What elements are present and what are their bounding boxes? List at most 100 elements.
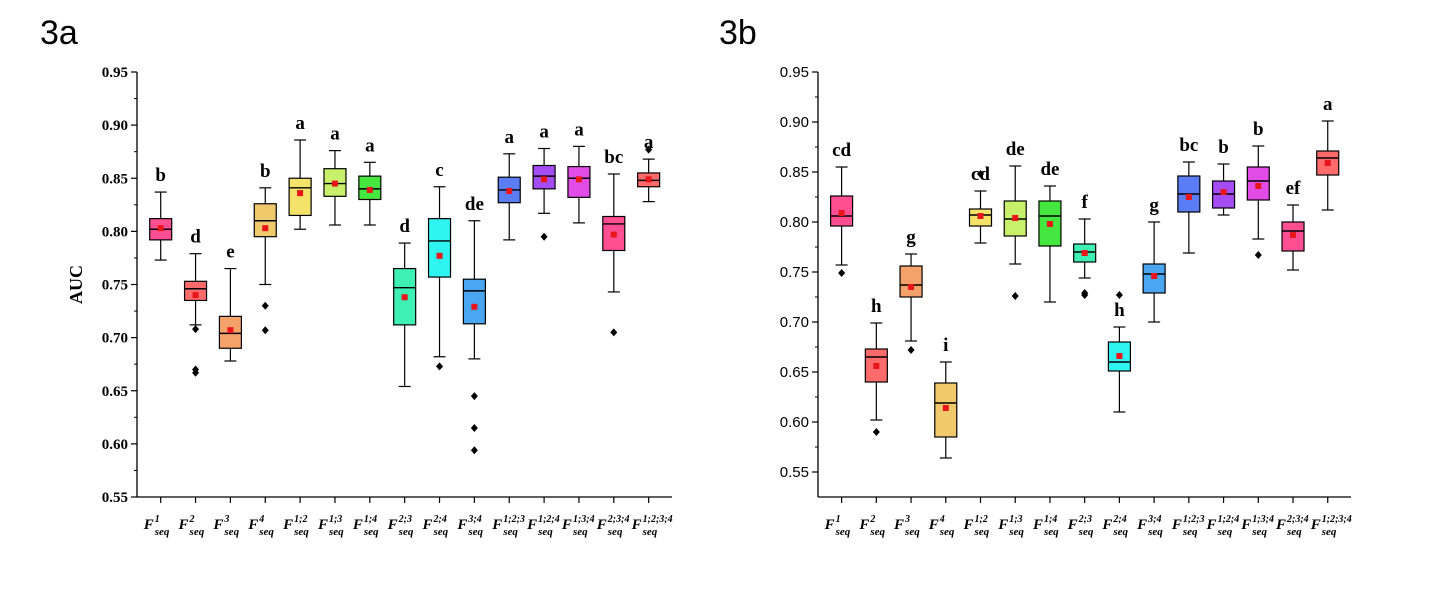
outlier-marker: [470, 446, 478, 455]
x-category-superscript: 3: [904, 514, 910, 525]
significance-letter: a: [504, 127, 514, 148]
significance-letter: b: [260, 161, 271, 182]
x-category-base: F: [1240, 517, 1251, 533]
mean-marker: [192, 292, 199, 299]
x-category-base: F: [491, 517, 502, 533]
mean-marker: [645, 176, 652, 183]
significance-letter: a: [1323, 94, 1333, 115]
significance-letter: c: [435, 160, 443, 181]
x-category-superscript: 2;4: [433, 514, 447, 525]
x-category-base: F: [561, 517, 572, 533]
x-category-superscript: 1;3;4: [1252, 514, 1274, 525]
x-category-subscript: seq: [974, 526, 990, 538]
mean-marker: [1012, 215, 1019, 221]
significance-letter: cd: [971, 164, 990, 185]
x-category-superscript: 1;4: [364, 514, 377, 525]
x-category-subscript: seq: [1112, 526, 1128, 538]
x-category-subscript: seq: [1251, 526, 1267, 538]
x-category-base: F: [997, 517, 1008, 533]
x-category-base: F: [1206, 517, 1217, 533]
x-category-subscript: seq: [1286, 526, 1302, 538]
x-category-base: F: [422, 517, 433, 533]
mean-marker: [471, 303, 478, 310]
mean-marker: [1081, 250, 1088, 256]
x-category-base: F: [317, 517, 328, 533]
significance-letter: cd: [832, 140, 851, 161]
x-category-superscript: 1;2: [294, 514, 307, 525]
x-category-superscript: 1;2;3;4: [643, 514, 673, 525]
x-category-base: F: [631, 517, 642, 533]
x-category-superscript: 1: [836, 514, 841, 525]
x-category-base: F: [212, 517, 223, 533]
significance-letter: b: [1253, 119, 1264, 140]
x-category-subscript: seq: [189, 526, 205, 538]
mean-marker: [1151, 273, 1158, 279]
mean-marker: [1255, 183, 1262, 189]
x-category-subscript: seq: [1147, 526, 1163, 538]
significance-letter: h: [1114, 300, 1125, 321]
x-category-subscript: seq: [642, 526, 658, 538]
mean-marker: [575, 176, 582, 183]
x-category-subscript: seq: [869, 526, 885, 538]
y-tick-label: 0.85: [780, 164, 809, 181]
outlier-marker: [470, 392, 478, 401]
x-category-base: F: [858, 517, 869, 533]
x-category-superscript: 1: [155, 514, 160, 525]
x-category-base: F: [247, 517, 258, 533]
x-category-superscript: 1;3;4: [573, 514, 595, 525]
mean-marker: [366, 186, 373, 193]
x-category-superscript: 3: [223, 514, 229, 525]
outlier-marker: [192, 325, 200, 334]
y-tick-label: 0.75: [102, 278, 128, 294]
mean-marker: [610, 231, 617, 238]
x-category-superscript: 1;3: [1009, 514, 1022, 525]
mean-marker: [908, 284, 915, 290]
significance-letter: bc: [1179, 135, 1198, 156]
iqr-box: [899, 265, 923, 298]
outlier-marker: [436, 362, 444, 371]
x-category-subscript: seq: [1321, 526, 1337, 538]
significance-letter: g: [1149, 195, 1159, 216]
x-category-base: F: [178, 517, 189, 533]
x-category-subscript: seq: [502, 526, 518, 538]
mean-marker: [873, 363, 880, 369]
mean-marker: [1324, 160, 1331, 166]
significance-letter: a: [644, 132, 654, 153]
x-category-superscript: 1;2;3: [1183, 514, 1205, 525]
x-category-superscript: 1;2;4: [1218, 514, 1240, 525]
x-category-superscript: 3;4: [467, 514, 481, 525]
y-tick-label: 0.60: [780, 414, 809, 431]
y-tick-label: 0.80: [102, 224, 128, 240]
y-tick-label: 0.65: [102, 384, 128, 400]
significance-letter: a: [365, 135, 375, 156]
iqr-box: [427, 218, 452, 278]
mean-marker: [1185, 194, 1192, 200]
y-tick-label: 0.85: [102, 171, 128, 187]
x-category-superscript: 4: [258, 514, 264, 525]
significance-letter: a: [574, 119, 584, 140]
x-category-superscript: 4: [939, 514, 945, 525]
x-category-subscript: seq: [1043, 526, 1059, 538]
outlier-marker: [192, 368, 200, 377]
outlier-marker: [645, 145, 653, 154]
outlier-marker: [1081, 291, 1089, 299]
x-category-base: F: [596, 517, 607, 533]
boxplot-chart-3a: 0.55 0.60 0.65 0.70 0.75 0.80 0.85 0.90 0.95 AUC b…: [66, 65, 673, 538]
x-category-superscript: 2;3;4: [607, 514, 630, 525]
panel-label-3a: 3a: [40, 14, 78, 52]
x-category-subscript: seq: [904, 526, 920, 538]
